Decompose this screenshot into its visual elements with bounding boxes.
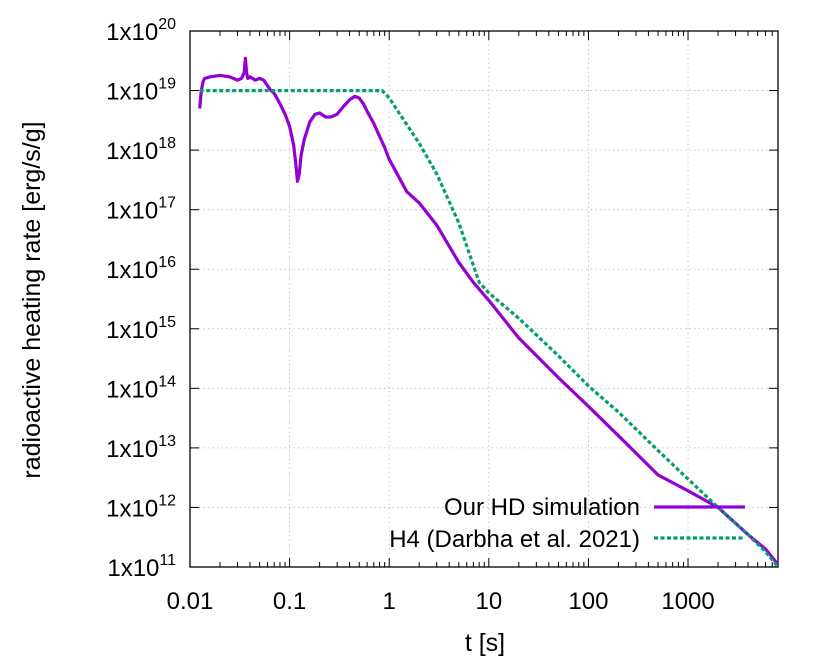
y-tick-label: 1x1020 [106,16,176,46]
grid-lines [189,31,778,567]
y-axis-title: radioactive heating rate [erg/s/g] [18,121,46,478]
x-tick-label: 100 [568,588,608,615]
y-tick-label: 1x1015 [106,314,176,344]
legend: Our HD simulation H4 (Darbha et al. 2021… [389,494,745,553]
x-tick-label: 0.01 [167,588,214,615]
x-tick-label: 10 [475,588,502,615]
legend-label-h4: H4 (Darbha et al. 2021) [389,526,640,553]
axis-ticks [189,30,779,568]
y-tick-labels: 1x1011 1x1012 1x1013 1x1014 1x1015 1x1016 1x10… [106,16,176,582]
x-tick-label: 1 [383,588,396,615]
x-tick-label: 0.1 [273,588,306,615]
legend-label-simulation: Our HD simulation [444,494,640,521]
x-tick-label: 1000 [661,588,714,615]
y-tick-label: 1x1017 [106,195,176,225]
plot-frame [189,30,779,568]
y-tick-label: 1x1016 [106,254,176,284]
y-tick-label: 1x1013 [106,433,176,463]
series-lines [198,56,780,569]
x-axis-title: t [s] [465,629,505,657]
y-tick-label: 1x1019 [106,76,176,106]
y-tick-label: 1x1011 [107,552,176,582]
x-tick-labels: 0.01 0.1 1 10 100 1000 [167,588,715,615]
y-tick-label: 1x1012 [106,492,176,522]
y-tick-label: 1x1014 [106,373,176,403]
series-line-0 [198,56,780,566]
series-line-1 [199,88,780,569]
y-tick-label: 1x1018 [106,135,176,165]
